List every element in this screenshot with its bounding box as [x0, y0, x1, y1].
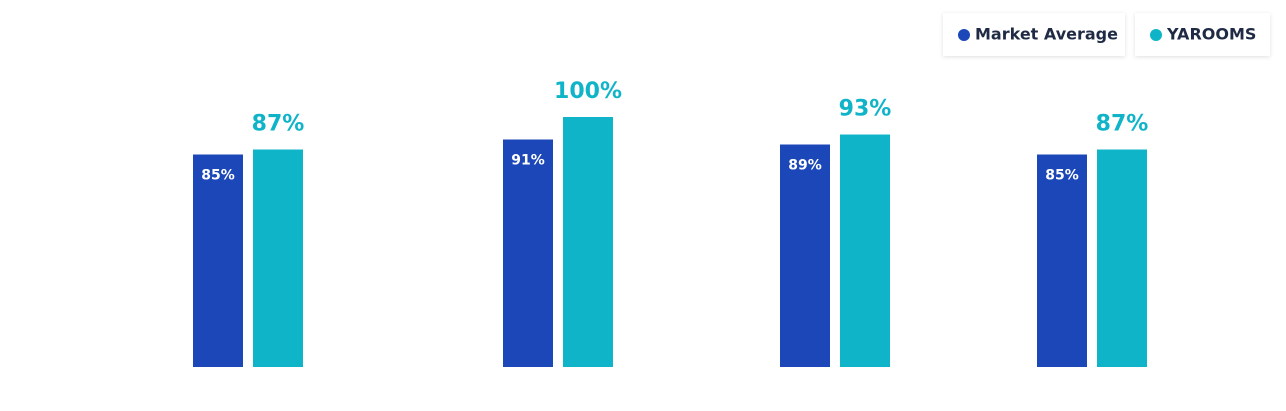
- bar: [1097, 149, 1147, 367]
- legend-label: Market Average: [975, 25, 1118, 44]
- bar: [563, 117, 613, 367]
- bar: [1037, 154, 1087, 367]
- bar: [253, 149, 303, 367]
- bar: [503, 139, 553, 367]
- value-label: 87%: [252, 112, 305, 137]
- value-label: 100%: [554, 79, 622, 104]
- value-label: 87%: [1096, 112, 1149, 137]
- legend-marker: [958, 29, 970, 41]
- value-label: 91%: [511, 153, 545, 169]
- bar: [780, 144, 830, 367]
- legend-box: [943, 13, 1125, 56]
- value-label: 85%: [201, 168, 235, 184]
- value-label: 89%: [788, 158, 822, 174]
- value-label: 93%: [839, 97, 892, 122]
- bar: [840, 134, 890, 367]
- value-label: 85%: [1045, 168, 1079, 184]
- bar: [193, 154, 243, 367]
- legend-marker: [1150, 29, 1162, 41]
- legend-label: YAROOMS: [1166, 25, 1256, 44]
